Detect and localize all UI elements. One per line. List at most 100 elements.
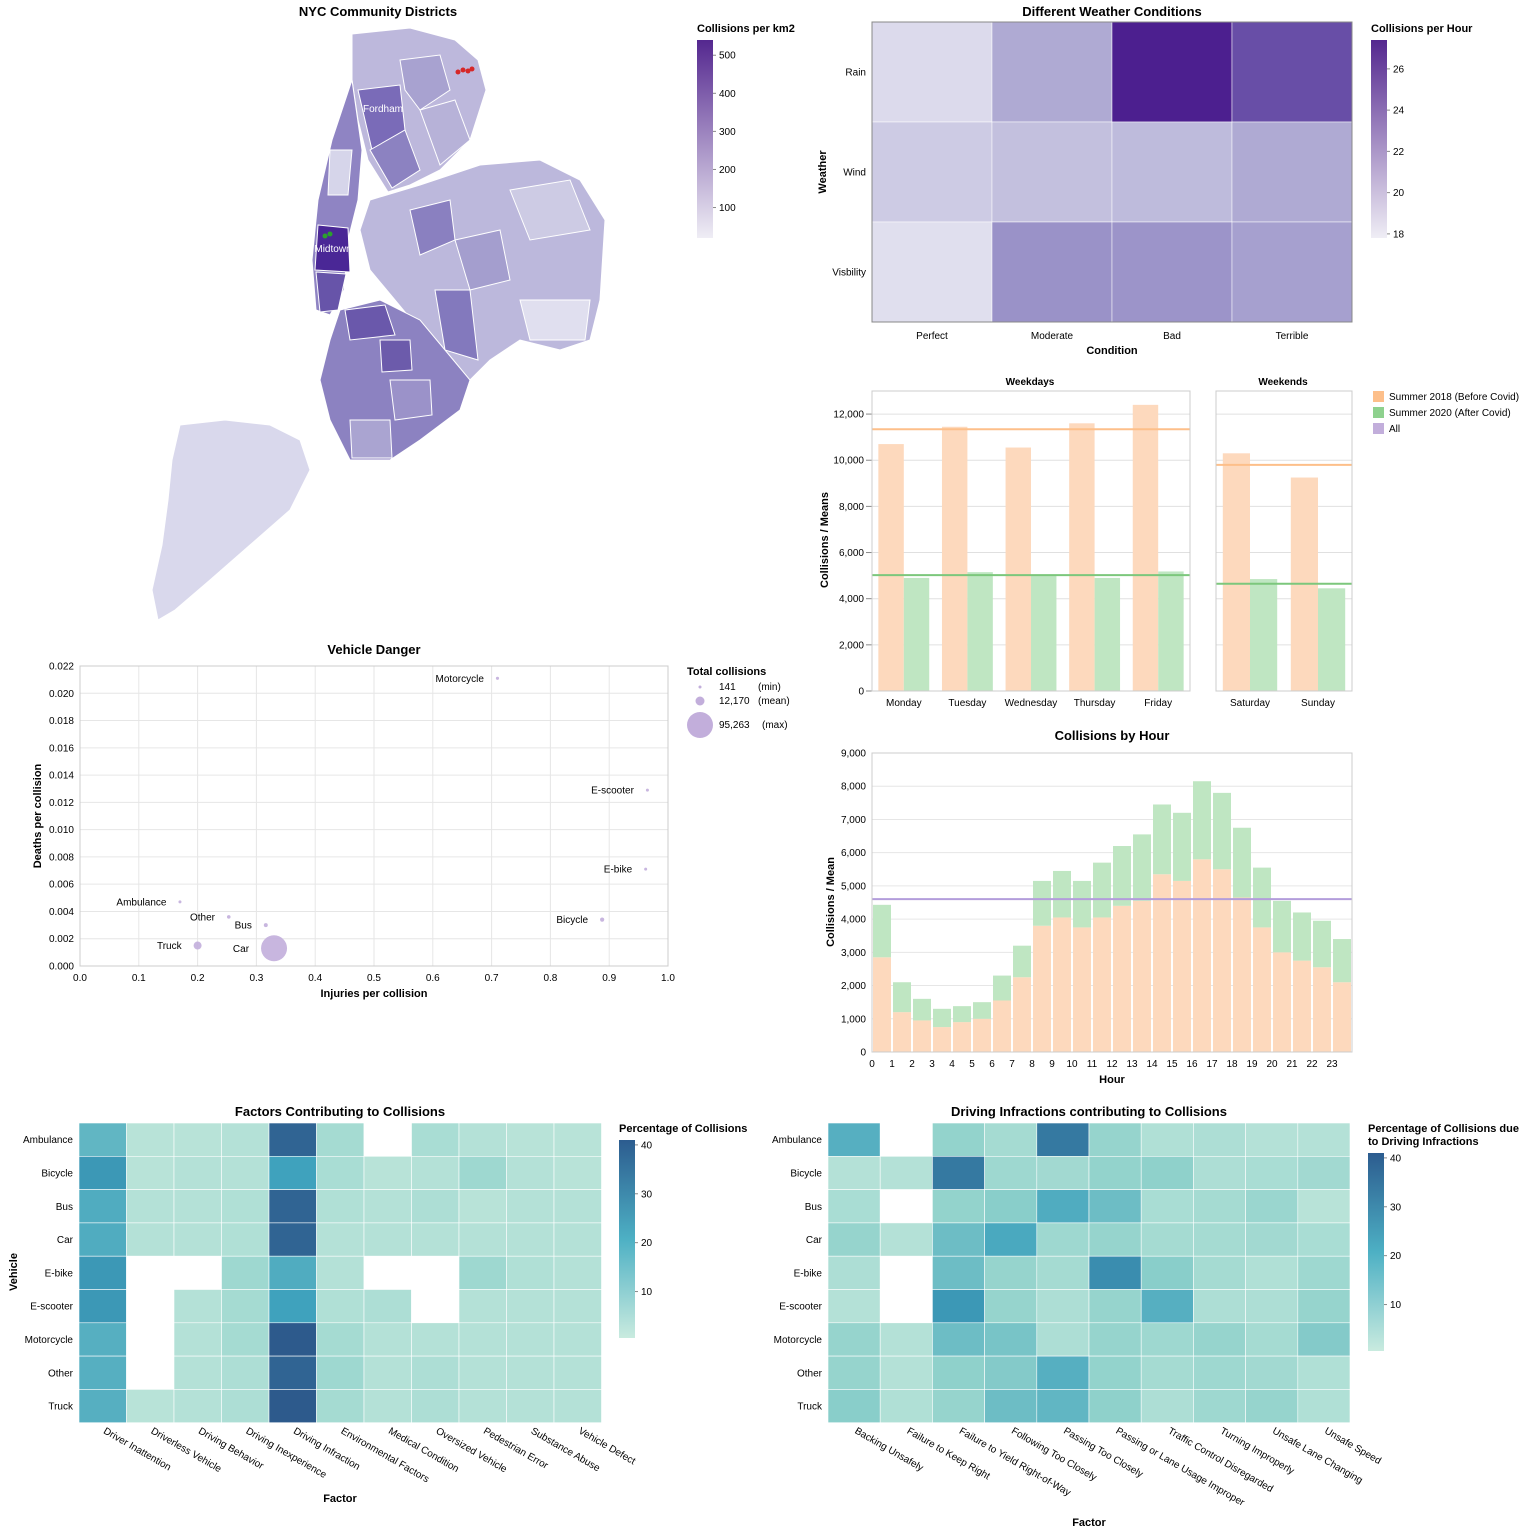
hour-frame <box>871 752 1353 1053</box>
heat-cell <box>506 1355 555 1390</box>
heat-cell <box>1245 1322 1299 1357</box>
hour-x-tick: 6 <box>989 1059 995 1070</box>
heat-cell <box>1245 1255 1299 1290</box>
map-district[interactable] <box>389 379 433 421</box>
heat-cell <box>221 1122 270 1157</box>
scatter-y-tick: 0.020 <box>49 689 74 700</box>
heat-cell <box>316 1255 365 1290</box>
heat-cell <box>1297 1289 1351 1324</box>
infractions-legend-ticks: 10 20 30 40 <box>1384 1153 1402 1311</box>
hour-y-tick: 6,000 <box>841 848 866 859</box>
heat-cell <box>1193 1289 1246 1324</box>
map-district[interactable] <box>344 304 396 341</box>
heat-cell <box>221 1156 270 1190</box>
hour-bar-2018-6 <box>993 1000 1011 1052</box>
factors-legend-title: Percentage of Collisions <box>619 1123 747 1135</box>
map-district[interactable] <box>454 229 511 291</box>
heat-cell <box>173 1222 222 1257</box>
weekdays-panel-title: Weekdays <box>1006 377 1055 388</box>
point-label: Ambulance <box>116 897 166 908</box>
heat-cell <box>1193 1189 1246 1224</box>
hour-bar-2018-15 <box>1173 880 1191 1052</box>
weather-cell <box>1231 221 1353 323</box>
heat-cell <box>268 1156 317 1190</box>
heat-y-tick: Other <box>797 1368 823 1379</box>
map-district[interactable] <box>399 54 451 111</box>
heat-cell <box>984 1389 1038 1424</box>
hour-bar-2020-7 <box>1013 945 1031 978</box>
heat-cell <box>984 1255 1038 1290</box>
infractions-title: Driving Infractions contributing to Coll… <box>951 1104 1227 1119</box>
hour-x-tick: 9 <box>1049 1059 1055 1070</box>
week-panel-frame <box>871 390 1191 692</box>
heat-cell <box>173 1289 222 1324</box>
heat-cell <box>78 1189 127 1224</box>
heat-cell <box>827 1355 881 1390</box>
scatter-x-tick: 0.3 <box>249 973 263 984</box>
hour-bar-2020-15 <box>1173 812 1191 881</box>
heat-cell <box>879 1289 933 1324</box>
legend-tick-label: 200 <box>719 165 736 176</box>
point-truck <box>193 941 202 950</box>
weather-x-tick: Moderate <box>1031 331 1074 342</box>
map-district[interactable] <box>369 129 421 189</box>
bar-2020-thursday <box>1094 577 1121 691</box>
point-other <box>226 915 231 919</box>
legend-label-all: All <box>1389 424 1400 435</box>
heat-cell <box>173 1189 222 1224</box>
heat-cell <box>126 1156 175 1190</box>
map-district[interactable] <box>419 99 471 166</box>
heat-cell <box>316 1122 365 1157</box>
hour-bar-2018-9 <box>1053 917 1071 1052</box>
scatter-title: Vehicle Danger <box>327 642 420 657</box>
heat-cell <box>1245 1222 1299 1257</box>
hour-x-tick: 17 <box>1206 1059 1218 1070</box>
scatter-y-tick: 0.016 <box>49 743 74 754</box>
heat-cell <box>78 1222 127 1257</box>
factors-legend-gradient <box>619 1140 635 1338</box>
map-district[interactable] <box>509 179 591 241</box>
map-district[interactable] <box>349 419 393 459</box>
vehicle-danger-scatter: Vehicle Danger 0.0 0.1 0.2 0.3 0.4 0.5 0.6 0.7 0… <box>32 642 790 1000</box>
hour-x-tick: 10 <box>1066 1059 1078 1070</box>
map-district[interactable] <box>379 339 413 373</box>
factors-y-axis-title: Vehicle <box>8 1253 20 1291</box>
map-district[interactable] <box>434 289 479 361</box>
map-district[interactable] <box>519 299 591 341</box>
heat-cell <box>827 1322 881 1357</box>
heat-cell <box>1036 1255 1090 1290</box>
weather-axes: Rain Wind Visbility Perfect Moderate Bad Terri… <box>832 21 1353 342</box>
point-car <box>261 935 288 962</box>
hour-bar-2020-2 <box>913 998 931 1021</box>
heat-cell <box>553 1355 602 1390</box>
heat-cell <box>1088 1255 1142 1290</box>
weather-x-tick: Bad <box>1163 331 1181 342</box>
weather-cell <box>1231 121 1353 223</box>
heat-y-tick: E-scooter <box>779 1302 822 1313</box>
heat-cell <box>1193 1322 1246 1357</box>
scatter-y-tick: 0.000 <box>49 962 74 973</box>
hour-x-tick: 13 <box>1126 1059 1138 1070</box>
legend-label-2020: Summer 2020 (After Covid) <box>1389 408 1511 419</box>
heat-cell <box>827 1189 881 1224</box>
hour-bar-2018-0 <box>873 957 891 1052</box>
hour-y-tick: 5,000 <box>841 881 866 892</box>
hour-x-tick: 19 <box>1246 1059 1258 1070</box>
heat-cell <box>221 1322 270 1357</box>
weather-cell <box>1111 121 1233 223</box>
bar-2018-wednesday <box>1005 447 1031 691</box>
heat-y-tick: Truck <box>797 1402 823 1413</box>
heat-cell <box>879 1255 933 1290</box>
map-district[interactable] <box>327 149 353 196</box>
heat-cell <box>126 1189 175 1224</box>
map-borough-staten-island[interactable] <box>151 419 311 621</box>
heat-cell <box>932 1355 985 1390</box>
heat-cell <box>316 1389 365 1424</box>
weather-legend-gradient <box>1371 40 1387 238</box>
week-panel-frame <box>1215 390 1353 692</box>
heat-y-tick: Car <box>57 1235 74 1246</box>
map-district[interactable] <box>315 271 347 313</box>
hour-x-tick: 12 <box>1106 1059 1118 1070</box>
heat-cell <box>1140 1156 1194 1190</box>
week-x-tick: Sunday <box>1301 698 1335 709</box>
